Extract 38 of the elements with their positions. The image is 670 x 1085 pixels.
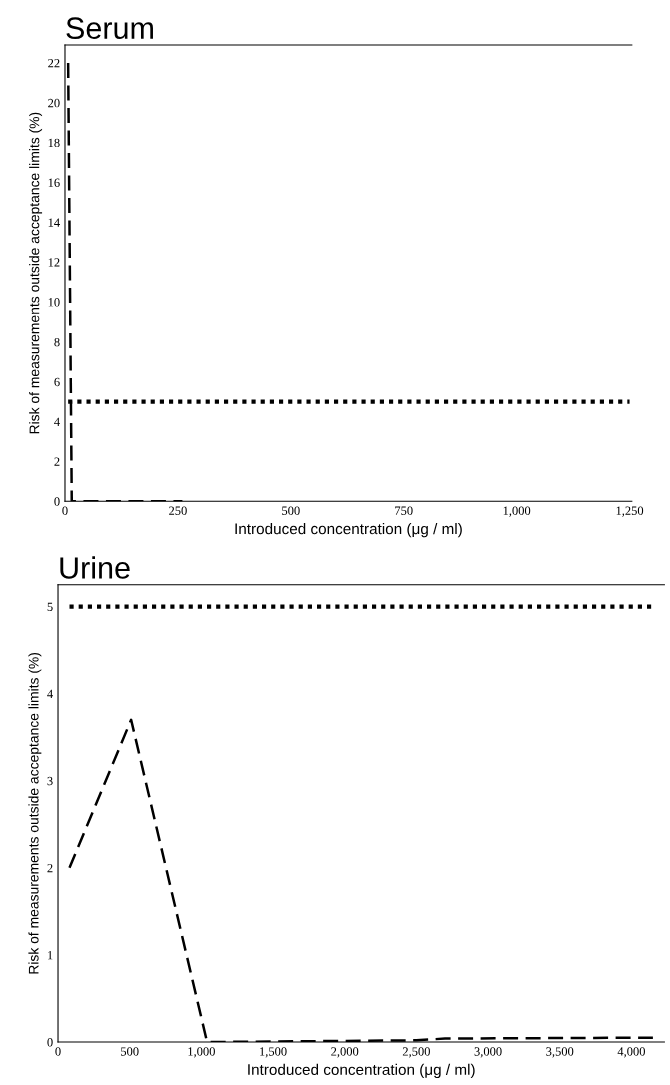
y-tick-label: 0	[54, 497, 60, 506]
y-tick-label: 0	[47, 1038, 53, 1047]
y-tick-label: 3	[47, 776, 53, 786]
x-axis-title: Introduced concentration (μg / ml)	[248, 1063, 475, 1079]
y-tick-label: 1	[48, 951, 53, 960]
y-tick-label: 2	[47, 863, 53, 873]
y-tick-label: 16	[48, 178, 60, 187]
x-tick-label: 500	[121, 1047, 139, 1056]
y-tick-label: 10	[48, 298, 60, 307]
x-tick-label: 2,000	[331, 1047, 359, 1058]
x-tick-label: 3,500	[546, 1047, 574, 1058]
y-tick-label: 14	[48, 218, 60, 227]
x-tick-label: 4,000	[617, 1047, 645, 1058]
y-tick-label: 8	[54, 337, 60, 347]
x-tick-label: 0	[62, 506, 68, 515]
chart-title: Urine	[60, 556, 130, 579]
y-tick-label: 2	[54, 457, 60, 466]
x-tick-label: 1,500	[260, 1047, 287, 1058]
y-axis-title: Risk of measurements outside acceptance limits (%)	[29, 112, 43, 434]
y-axis-title: Risk of measurements outside acceptance limits (%)	[28, 652, 42, 974]
x-axis-title: Introduced concentration (μg / ml)	[235, 523, 462, 538]
y-tick-label: 20	[48, 98, 60, 108]
y-tick-label: 18	[48, 138, 60, 148]
y-tick-label: 6	[54, 377, 60, 387]
y-tick-label: 5	[47, 602, 53, 612]
y-tick-label: 4	[54, 417, 60, 426]
x-tick-label: 3,000	[474, 1047, 502, 1058]
y-tick-label: 4	[47, 689, 53, 699]
x-tick-label: 2,500	[402, 1047, 430, 1058]
x-tick-label: 250	[169, 506, 187, 515]
y-tick-label: 22	[48, 59, 60, 68]
chart-title: Serum	[66, 17, 153, 39]
y-tick-label: 12	[48, 258, 60, 267]
x-tick-label: 750	[395, 506, 413, 515]
x-tick-label: 1,000	[188, 1047, 215, 1058]
x-tick-label: 1,000	[503, 506, 531, 517]
x-tick-label: 500	[282, 506, 300, 515]
x-tick-label: 1,250	[616, 506, 644, 517]
